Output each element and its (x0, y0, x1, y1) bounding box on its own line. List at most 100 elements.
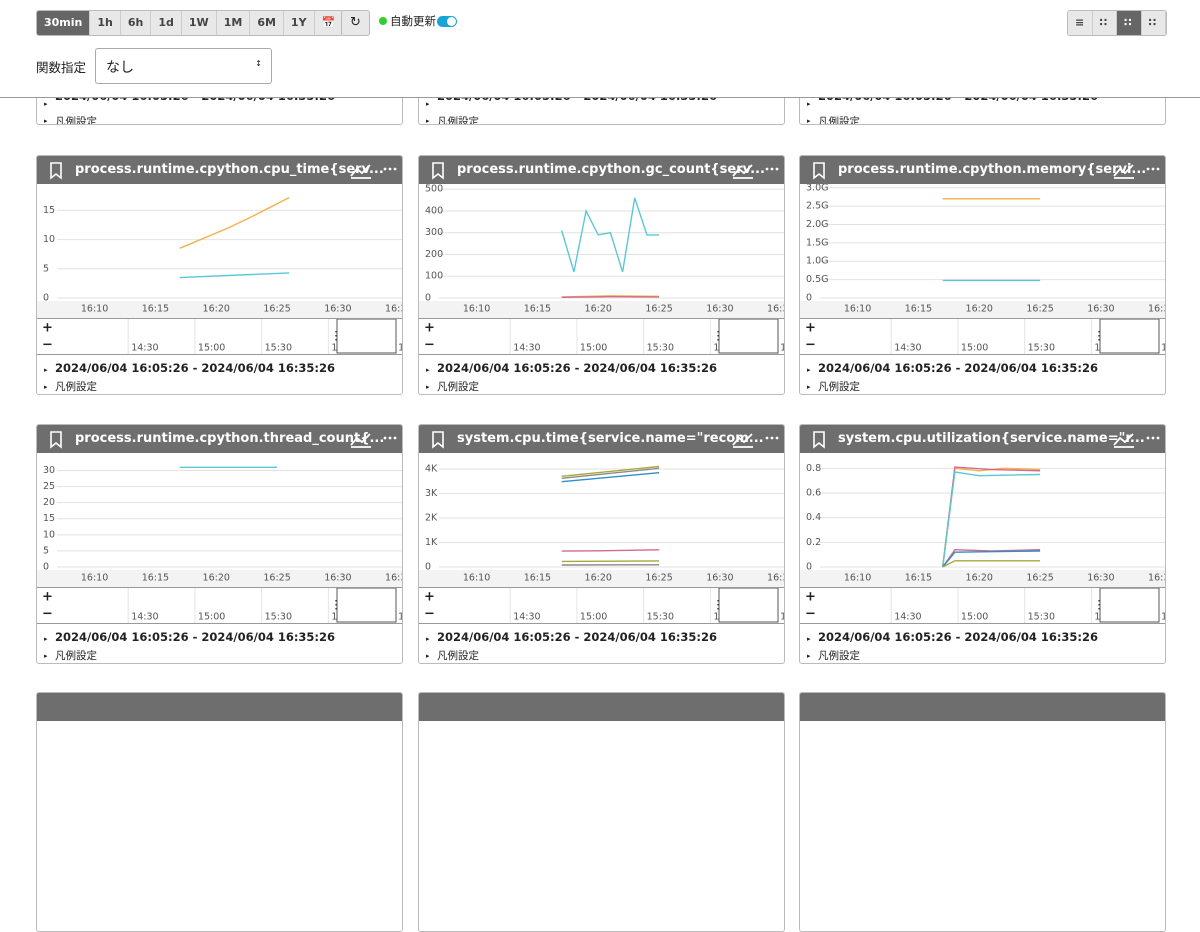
legend-settings[interactable]: 凡例設定 (55, 648, 97, 663)
nav-menu[interactable]: ⋮ (330, 598, 342, 612)
x-tick-label: 16:15 (142, 304, 169, 315)
legend-settings[interactable]: 凡例設定 (818, 648, 860, 663)
y-tick-label: 1K (425, 537, 438, 548)
zoom-in[interactable]: + (42, 590, 53, 605)
bookmark-icon[interactable] (814, 163, 824, 178)
panel-header: process.runtime.cpython.cpu_time{serv... (37, 156, 402, 184)
time-range: 2024/06/04 16:05:26 - 2024/06/04 16:35:2… (437, 361, 717, 375)
nav-menu[interactable]: ⋮ (1093, 329, 1105, 343)
range-button[interactable]: 1W (182, 11, 217, 35)
range-button[interactable]: 1Y (284, 11, 315, 35)
x-tick-label: 16:35 (767, 304, 785, 315)
layout-2[interactable]: ∷ (1093, 11, 1118, 35)
bookmark-icon[interactable] (51, 432, 61, 447)
panel-title: process.runtime.cpython.thread_count{... (75, 431, 384, 446)
zoom-out[interactable]: − (424, 607, 435, 622)
zoom-in[interactable]: + (42, 321, 53, 336)
zoom-in[interactable]: + (805, 321, 816, 336)
nav-window[interactable] (1100, 588, 1159, 622)
panel-title: system.cpu.time{service.name="recom... (457, 431, 764, 446)
range-button[interactable]: 30min (37, 11, 90, 35)
range-button[interactable]: 1d (151, 11, 182, 35)
x-tick-label: 16:30 (1087, 304, 1114, 315)
nav-tick-label: 15:00 (961, 612, 988, 623)
range-button[interactable]: 1M (217, 11, 251, 35)
nav-window[interactable] (719, 588, 778, 622)
nav-menu[interactable]: ⋮ (1093, 598, 1105, 612)
nav-window[interactable] (1100, 319, 1159, 353)
nav-menu[interactable]: ⋮ (712, 598, 724, 612)
y-tick-label: 10 (43, 234, 55, 245)
zoom-in[interactable]: + (424, 321, 435, 336)
y-tick-label: 2.0G (806, 219, 828, 230)
nav-menu[interactable]: ⋮ (712, 329, 724, 343)
menu-dot (389, 168, 392, 171)
range-button[interactable]: 1h (90, 11, 121, 35)
legend-settings[interactable]: 凡例設定 (437, 114, 479, 125)
nav-window[interactable] (337, 319, 396, 353)
zoom-in[interactable]: + (424, 590, 435, 605)
menu-dot (1157, 168, 1160, 171)
x-tick-label: 16:15 (524, 304, 551, 315)
nav-tick-label: 15:30 (265, 612, 292, 623)
legend-settings[interactable]: 凡例設定 (818, 379, 860, 394)
legend-settings[interactable]: 凡例設定 (818, 114, 860, 125)
panel-title: process.runtime.cpython.cpu_time{serv... (75, 162, 384, 177)
zoom-out[interactable]: − (42, 338, 53, 353)
legend-settings[interactable]: 凡例設定 (437, 379, 479, 394)
nav-window[interactable] (337, 588, 396, 622)
layout-3[interactable]: ∷ (1117, 11, 1142, 35)
nav-menu[interactable]: ⋮ (330, 329, 342, 343)
legend-settings[interactable]: 凡例設定 (55, 114, 97, 125)
x-tick-label: 16:20 (203, 304, 230, 315)
bookmark-icon[interactable] (51, 163, 61, 178)
legend-settings[interactable]: 凡例設定 (55, 379, 97, 394)
zoom-out[interactable]: − (424, 338, 435, 353)
nav-tick-label: 14:30 (894, 343, 921, 354)
x-tick-label: 16:30 (324, 304, 351, 315)
y-tick-label: 200 (425, 249, 443, 260)
layout-buttons: ≡∷∷∷ (1067, 10, 1167, 36)
x-tick-label: 16:15 (524, 573, 551, 584)
range-button[interactable]: 6M (250, 11, 284, 35)
layout-1[interactable]: ≡ (1068, 11, 1093, 35)
triangle: ▸ (807, 117, 811, 125)
range-button[interactable]: 6h (121, 11, 152, 35)
nav-tick-label: 14:30 (513, 612, 540, 623)
triangle: ▸ (426, 366, 430, 374)
time-range: 2024/06/04 16:05:26 - 2024/06/04 16:35:2… (55, 361, 335, 375)
calendar-button[interactable]: 📅 (315, 11, 344, 35)
refresh-button[interactable]: ↻ (341, 10, 370, 36)
nav-tick-label: 16:30 (1161, 612, 1166, 623)
nav-tick-label: 16:30 (398, 612, 403, 623)
y-tick-label: 4K (425, 463, 438, 474)
layout-4[interactable]: ∷ (1142, 11, 1167, 35)
bookmark-icon[interactable] (814, 432, 824, 447)
y-tick-label: 100 (425, 271, 443, 282)
nav-window[interactable] (719, 319, 778, 353)
triangle: ▸ (44, 100, 48, 108)
nav-tick-label: 15:30 (1028, 343, 1055, 354)
triangle: ▸ (426, 383, 430, 391)
y-tick-label: 500 (425, 184, 443, 195)
y-tick-label: 30 (43, 465, 55, 476)
panel: process.runtime.cpython.gc_count{serv...… (418, 155, 785, 395)
y-tick-label: 15 (43, 513, 55, 524)
zoom-out[interactable]: − (805, 607, 816, 622)
menu-dot (766, 168, 769, 171)
auto-refresh-toggle[interactable] (437, 16, 457, 27)
nav-tick-label: 15:30 (647, 343, 674, 354)
bookmark-icon[interactable] (433, 163, 443, 178)
zoom-out[interactable]: − (42, 607, 53, 622)
zoom-out[interactable]: − (805, 338, 816, 353)
x-tick-label: 16:20 (966, 573, 993, 584)
legend-settings[interactable]: 凡例設定 (437, 648, 479, 663)
x-tick-label: 16:35 (767, 573, 785, 584)
function-select[interactable]: なし ↕ (95, 48, 272, 84)
zoom-in[interactable]: + (805, 590, 816, 605)
bookmark-icon[interactable] (433, 432, 443, 447)
